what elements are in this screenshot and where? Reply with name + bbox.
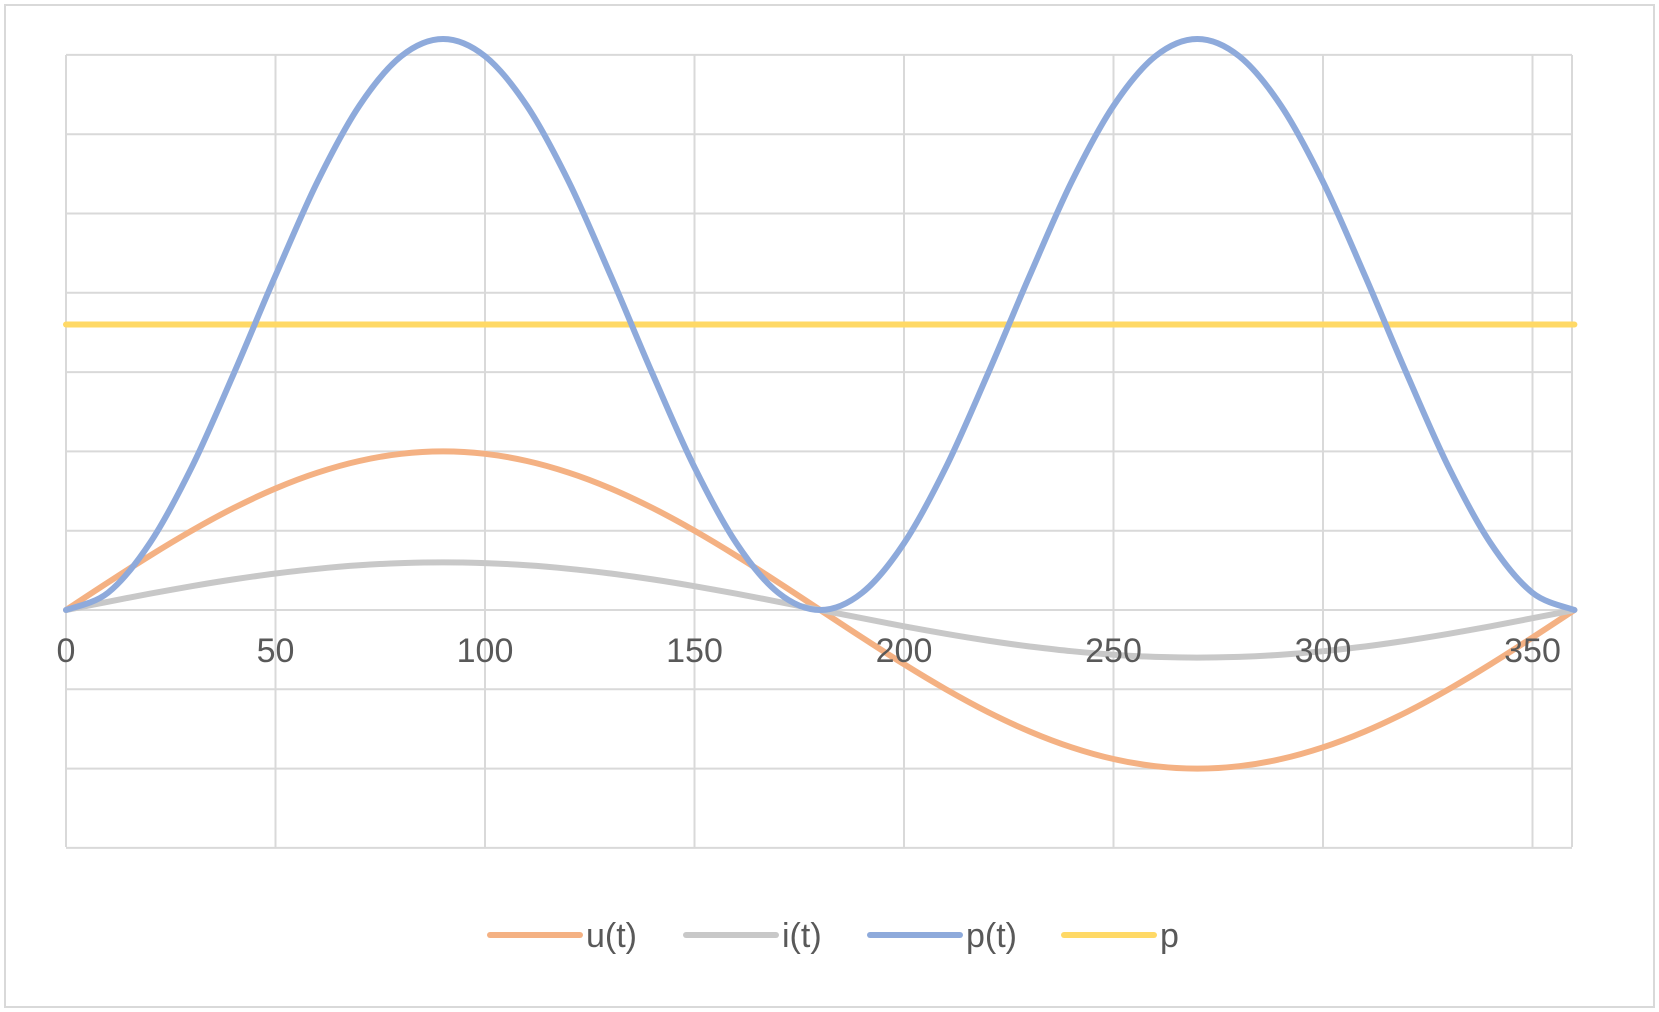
- legend-item: p: [1061, 917, 1179, 955]
- legend: u(t) i(t) p(t) p: [487, 917, 1179, 955]
- x-tick-label: 0: [57, 632, 76, 670]
- x-tick-labels: 0 50 100 150 200 250 300 350: [57, 632, 1561, 670]
- x-tick-label: 200: [876, 632, 933, 670]
- x-tick-label: 50: [257, 632, 295, 670]
- legend-item: i(t): [683, 917, 822, 955]
- x-tick-label: 150: [666, 632, 723, 670]
- series-layer: [63, 36, 1578, 772]
- x-tick-label: 250: [1085, 632, 1142, 670]
- legend-label: i(t): [782, 917, 822, 955]
- horizontal-gridlines: [66, 53, 1572, 849]
- series-line-pt: [63, 36, 1578, 613]
- x-tick-label: 300: [1295, 632, 1352, 670]
- chart-frame: [4, 4, 1655, 1008]
- legend-item: u(t): [487, 917, 637, 955]
- legend-label: p: [1160, 917, 1179, 955]
- x-tick-label: 350: [1504, 632, 1561, 670]
- legend-item: p(t): [867, 917, 1017, 955]
- x-tick-label: 100: [457, 632, 514, 670]
- legend-label: p(t): [966, 917, 1017, 955]
- legend-label: u(t): [586, 917, 637, 955]
